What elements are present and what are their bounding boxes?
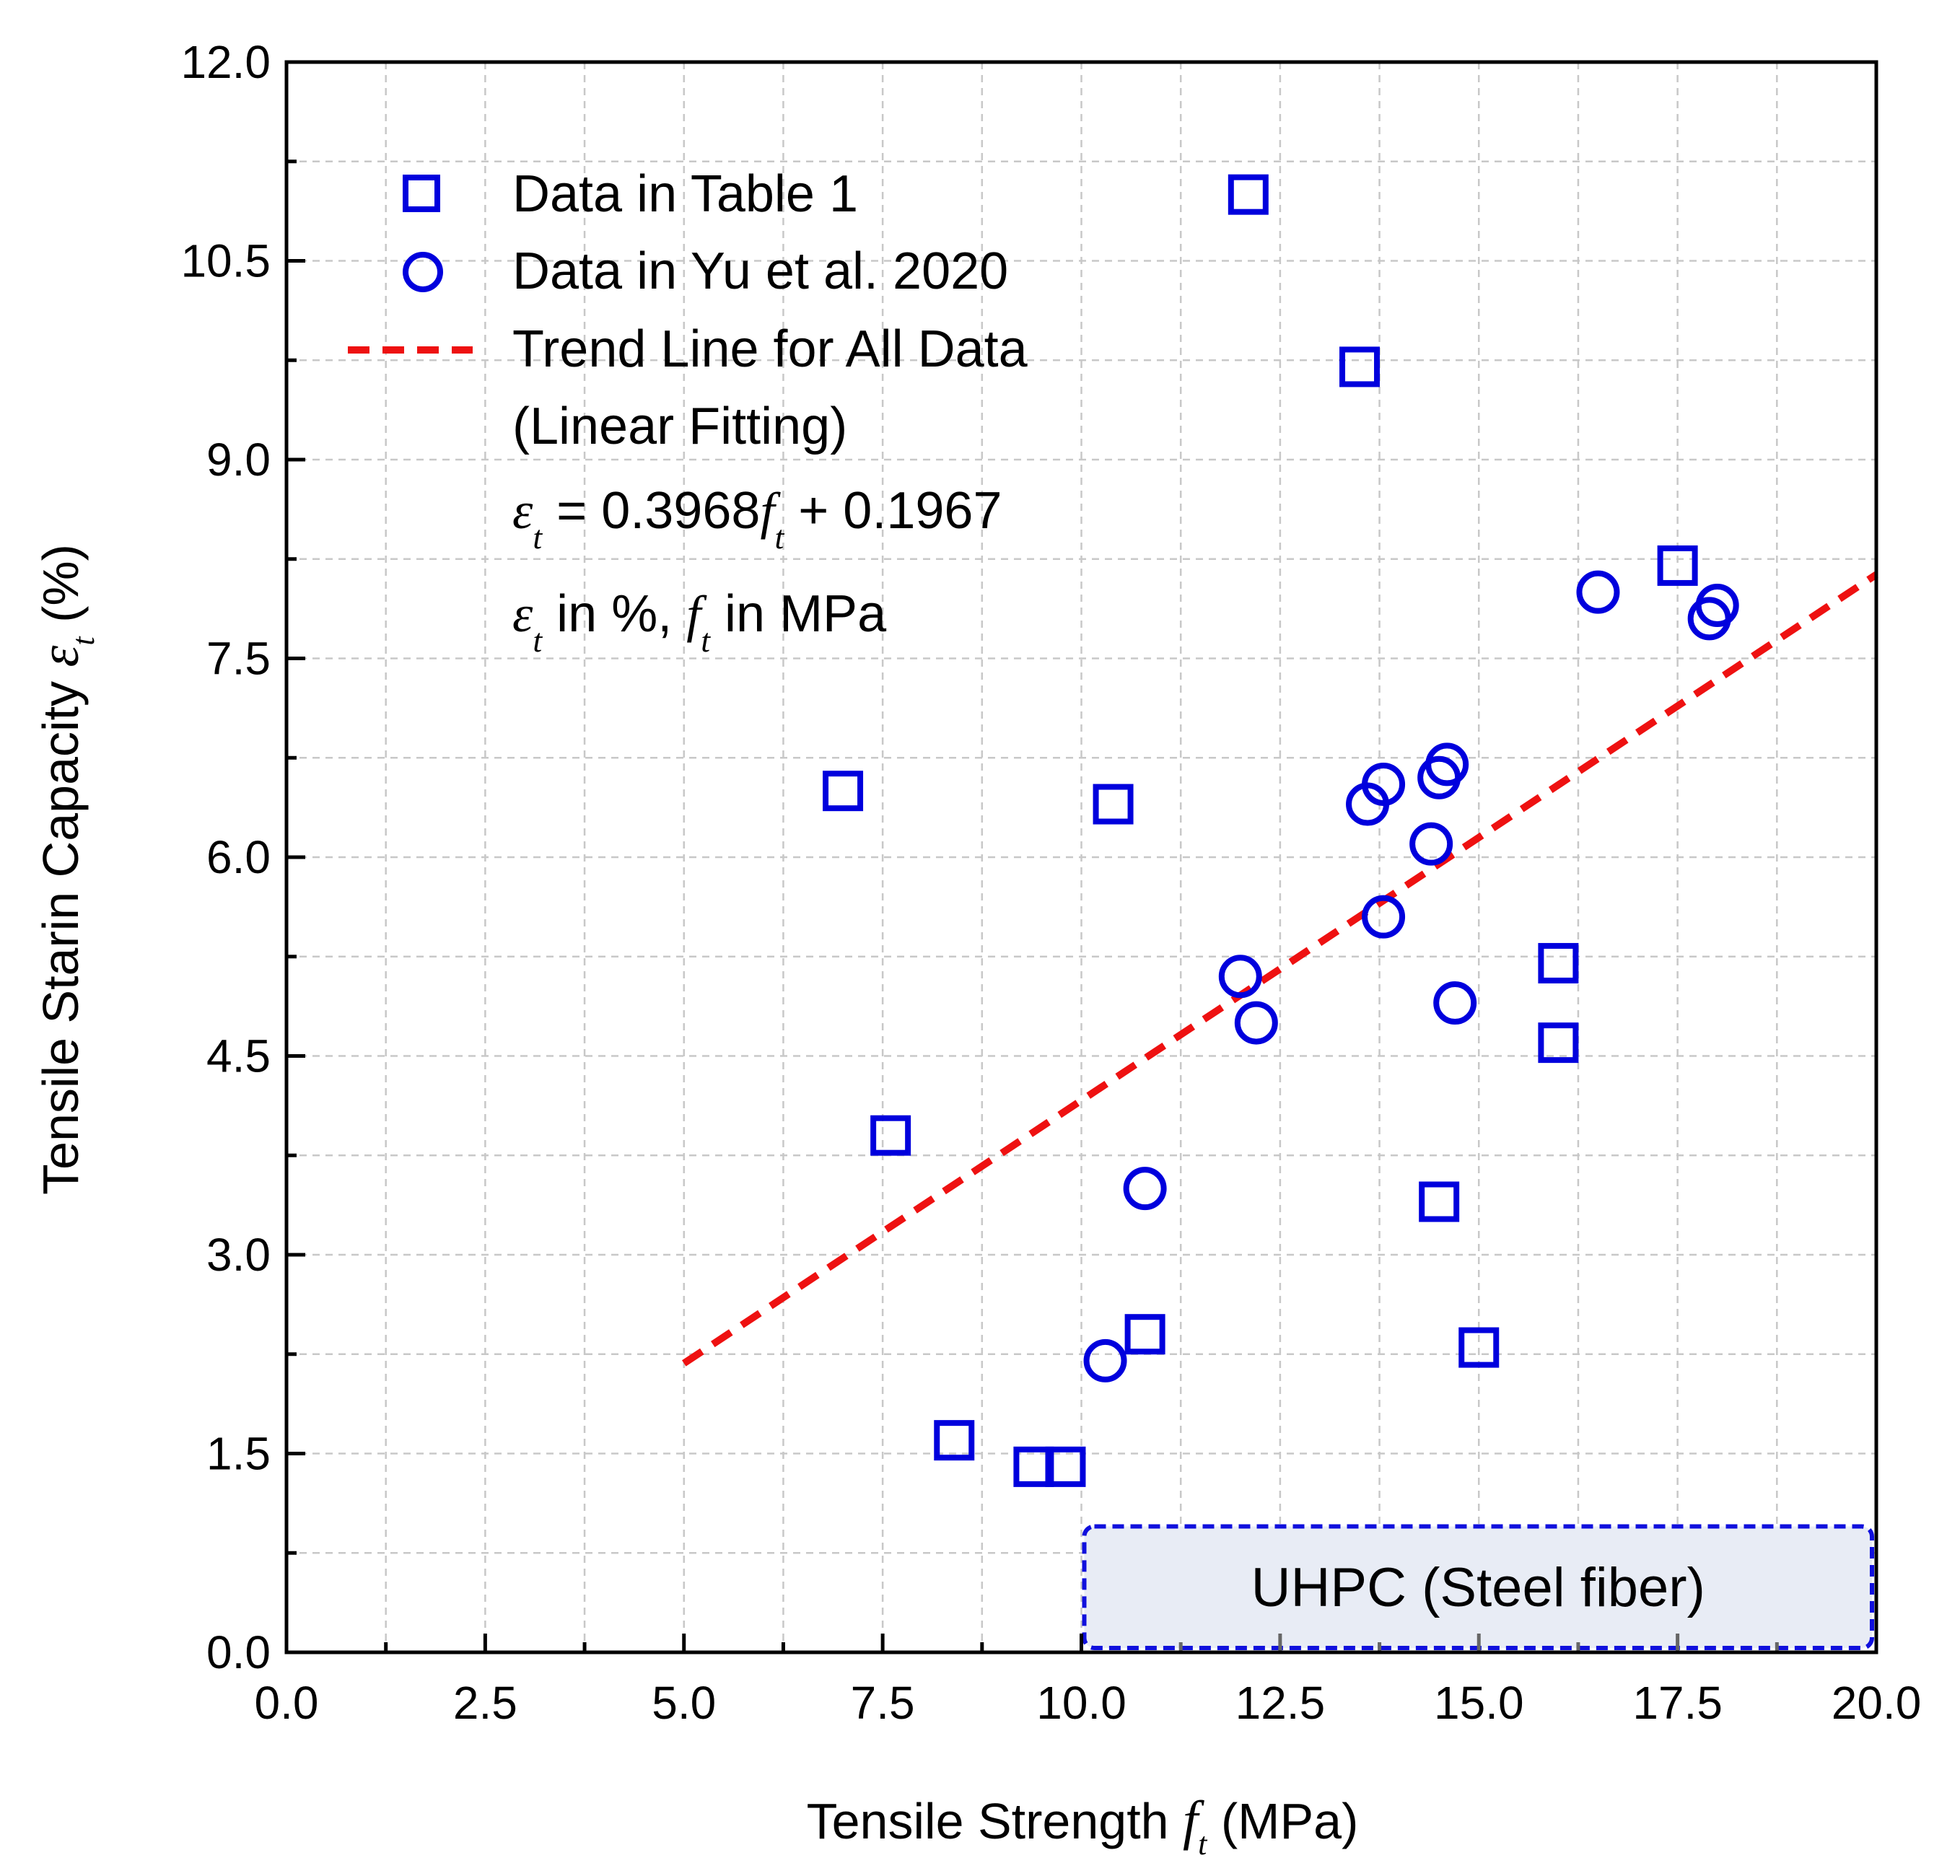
- y-tick-label: 3.0: [206, 1229, 271, 1281]
- y-tick-label: 6.0: [206, 831, 271, 883]
- x-title-pre: Tensile Strength: [807, 1793, 1183, 1849]
- x-tick-label: 0.0: [255, 1677, 319, 1729]
- data-point-circle: [1346, 782, 1390, 826]
- x-tick-label: 15.0: [1434, 1677, 1524, 1729]
- x-tick-label: 2.5: [453, 1677, 517, 1729]
- data-point-circle: [1409, 822, 1453, 866]
- axis-tick-labels: 0.0 2.5 5.0 7.5 10.0 12.5 15.0 17.5 20.0 0.0 1.5 3.…: [180, 36, 1921, 1729]
- legend-square-marker: [403, 175, 440, 212]
- data-point-square: [934, 1420, 975, 1461]
- x-title-post: (MPa): [1207, 1793, 1358, 1849]
- x-tick-label: 10.0: [1036, 1677, 1126, 1729]
- data-point-square: [1124, 1314, 1165, 1355]
- y-tick-label: 4.5: [206, 1030, 271, 1082]
- y-tick-label: 10.5: [180, 235, 271, 287]
- data-point-circle: [1362, 895, 1406, 939]
- units-text1: in %,: [542, 585, 686, 643]
- data-point-circle: [1218, 955, 1262, 999]
- data-point-square: [1458, 1327, 1500, 1368]
- x-axis-title: Tensile Strength ft (MPa): [807, 1790, 1359, 1862]
- data-point-circle: [1695, 584, 1739, 628]
- x-tick-label: 7.5: [851, 1677, 915, 1729]
- x-title-sub: t: [1198, 1826, 1208, 1862]
- eq-epsilon-sub: t: [533, 519, 543, 556]
- data-point-square: [1093, 784, 1134, 825]
- uhpc-region: UHPC (Steel fiber): [1082, 1524, 1874, 1650]
- y-tick-label: 0.0: [206, 1626, 271, 1678]
- equation-text: εt = 0.3968ft + 0.1967: [512, 482, 1002, 556]
- units-epsilon: ε: [512, 585, 533, 643]
- y-tick-label: 12.0: [180, 36, 271, 88]
- data-point-square: [1339, 346, 1381, 387]
- x-tick-label: 17.5: [1632, 1677, 1723, 1729]
- y-tick-label: 7.5: [206, 633, 271, 685]
- grid-lines: [286, 62, 1876, 1652]
- x-tick-label: 20.0: [1832, 1677, 1922, 1729]
- eq-coef: = 0.3968: [542, 482, 760, 540]
- units-epsilon-sub: t: [533, 622, 543, 659]
- eq-f-sub: t: [774, 519, 784, 556]
- legend-circle-marker: [403, 252, 443, 292]
- legend-label-trend: Trend Line for All Data: [512, 320, 1028, 378]
- legend-label-trend-fit: (Linear Fitting): [512, 398, 847, 455]
- eq-epsilon: ε: [512, 482, 533, 540]
- eq-const: + 0.1967: [784, 482, 1002, 540]
- y-title-sub: t: [66, 636, 101, 646]
- y-title-pre: Tensile Starin Capacity: [32, 667, 89, 1195]
- y-axis-title: Tensile Starin Capacity εt (%): [30, 544, 101, 1195]
- x-tick-label: 5.0: [652, 1677, 716, 1729]
- y-title-sym: ε: [30, 646, 90, 667]
- uhpc-region-label: UHPC (Steel fiber): [1251, 1557, 1705, 1618]
- data-point-circle: [1576, 570, 1620, 614]
- trend-line: [681, 571, 1878, 1367]
- data-point-circle: [1083, 1338, 1127, 1382]
- data-points: [823, 174, 1739, 1487]
- data-point-square: [823, 771, 864, 812]
- data-point-circle: [1433, 981, 1477, 1025]
- units-text2: in MPa: [710, 585, 887, 643]
- y-tick-label: 9.0: [206, 434, 271, 486]
- y-tick-label: 1.5: [206, 1428, 271, 1480]
- data-point-circle: [1417, 755, 1461, 799]
- units-f-sub: t: [701, 622, 711, 659]
- legend: Data in Table 1 Data in Yu et al. 2020 T…: [348, 165, 1028, 659]
- data-point-square: [1538, 1022, 1579, 1064]
- data-point-circle: [1123, 1167, 1167, 1211]
- data-point-square: [1657, 545, 1698, 586]
- units-note-text: εt in %, ft in MPa: [512, 585, 887, 659]
- data-point-square: [1045, 1446, 1086, 1487]
- legend-label-yu2020: Data in Yu et al. 2020: [512, 242, 1008, 300]
- data-point-square: [1538, 942, 1579, 983]
- data-point-square: [1419, 1181, 1460, 1222]
- x-tick-label: 12.5: [1235, 1677, 1326, 1729]
- plot-frame: [284, 60, 1878, 1654]
- legend-label-table1: Data in Table 1: [512, 165, 858, 223]
- data-point-square: [870, 1115, 911, 1156]
- data-point-square: [1228, 174, 1269, 215]
- data-point-circle: [1234, 1001, 1278, 1045]
- y-title-post: (%): [32, 544, 89, 636]
